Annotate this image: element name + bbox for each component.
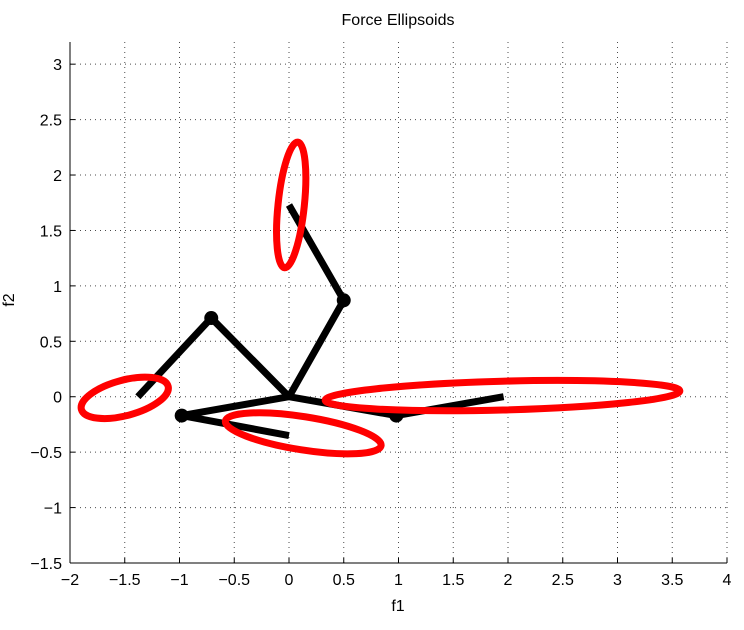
- x-tick-label: 4: [723, 572, 732, 589]
- x-axis-label: f1: [391, 598, 404, 615]
- x-tick-label: −1.5: [109, 572, 141, 589]
- arm-joint-marker: [174, 408, 189, 423]
- x-tick-label: −2: [61, 572, 79, 589]
- chart-title: Force Ellipsoids: [342, 12, 455, 29]
- y-tick-label: 1.5: [40, 223, 62, 240]
- y-tick-label: 3: [53, 57, 62, 74]
- force-ellipse: [77, 373, 172, 423]
- y-tick-label: −1: [44, 501, 62, 518]
- x-tick-label: 1: [394, 572, 403, 589]
- arm-joint-marker: [204, 311, 219, 326]
- x-tick-label: 3.5: [661, 572, 683, 589]
- x-tick-label: −0.5: [218, 572, 250, 589]
- x-tick-label: −1: [170, 572, 188, 589]
- tick-labels: −2 −1.5 −1 −0.5 0 0.5 1 1.5 2 2.5 3 3.5 4−1.5−1−0.50…: [30, 57, 731, 589]
- arm-link-path: [135, 314, 292, 400]
- y-axis-label: f2: [1, 293, 18, 306]
- x-tick-label: 3: [613, 572, 622, 589]
- y-tick-label: 2: [53, 168, 62, 185]
- y-tick-label: −0.5: [30, 445, 62, 462]
- x-tick-label: 0: [285, 572, 294, 589]
- grid-lines: [69, 42, 728, 564]
- y-tick-label: −1.5: [30, 556, 62, 573]
- force-ellipse: [321, 376, 684, 415]
- axes: [69, 42, 728, 564]
- x-tick-label: 2: [504, 572, 513, 589]
- y-tick-label: 0.5: [40, 334, 62, 351]
- y-tick-label: 2.5: [40, 113, 62, 130]
- force-ellipse: [273, 138, 310, 272]
- y-tick-label: 0: [53, 390, 62, 407]
- x-tick-label: 1.5: [442, 572, 464, 589]
- force-ellipse: [221, 409, 385, 458]
- plot-data: [77, 138, 684, 458]
- x-tick-label: 0.5: [333, 572, 355, 589]
- y-tick-label: 1: [53, 279, 62, 296]
- x-tick-label: 2.5: [552, 572, 574, 589]
- arm-joint-marker: [336, 293, 351, 308]
